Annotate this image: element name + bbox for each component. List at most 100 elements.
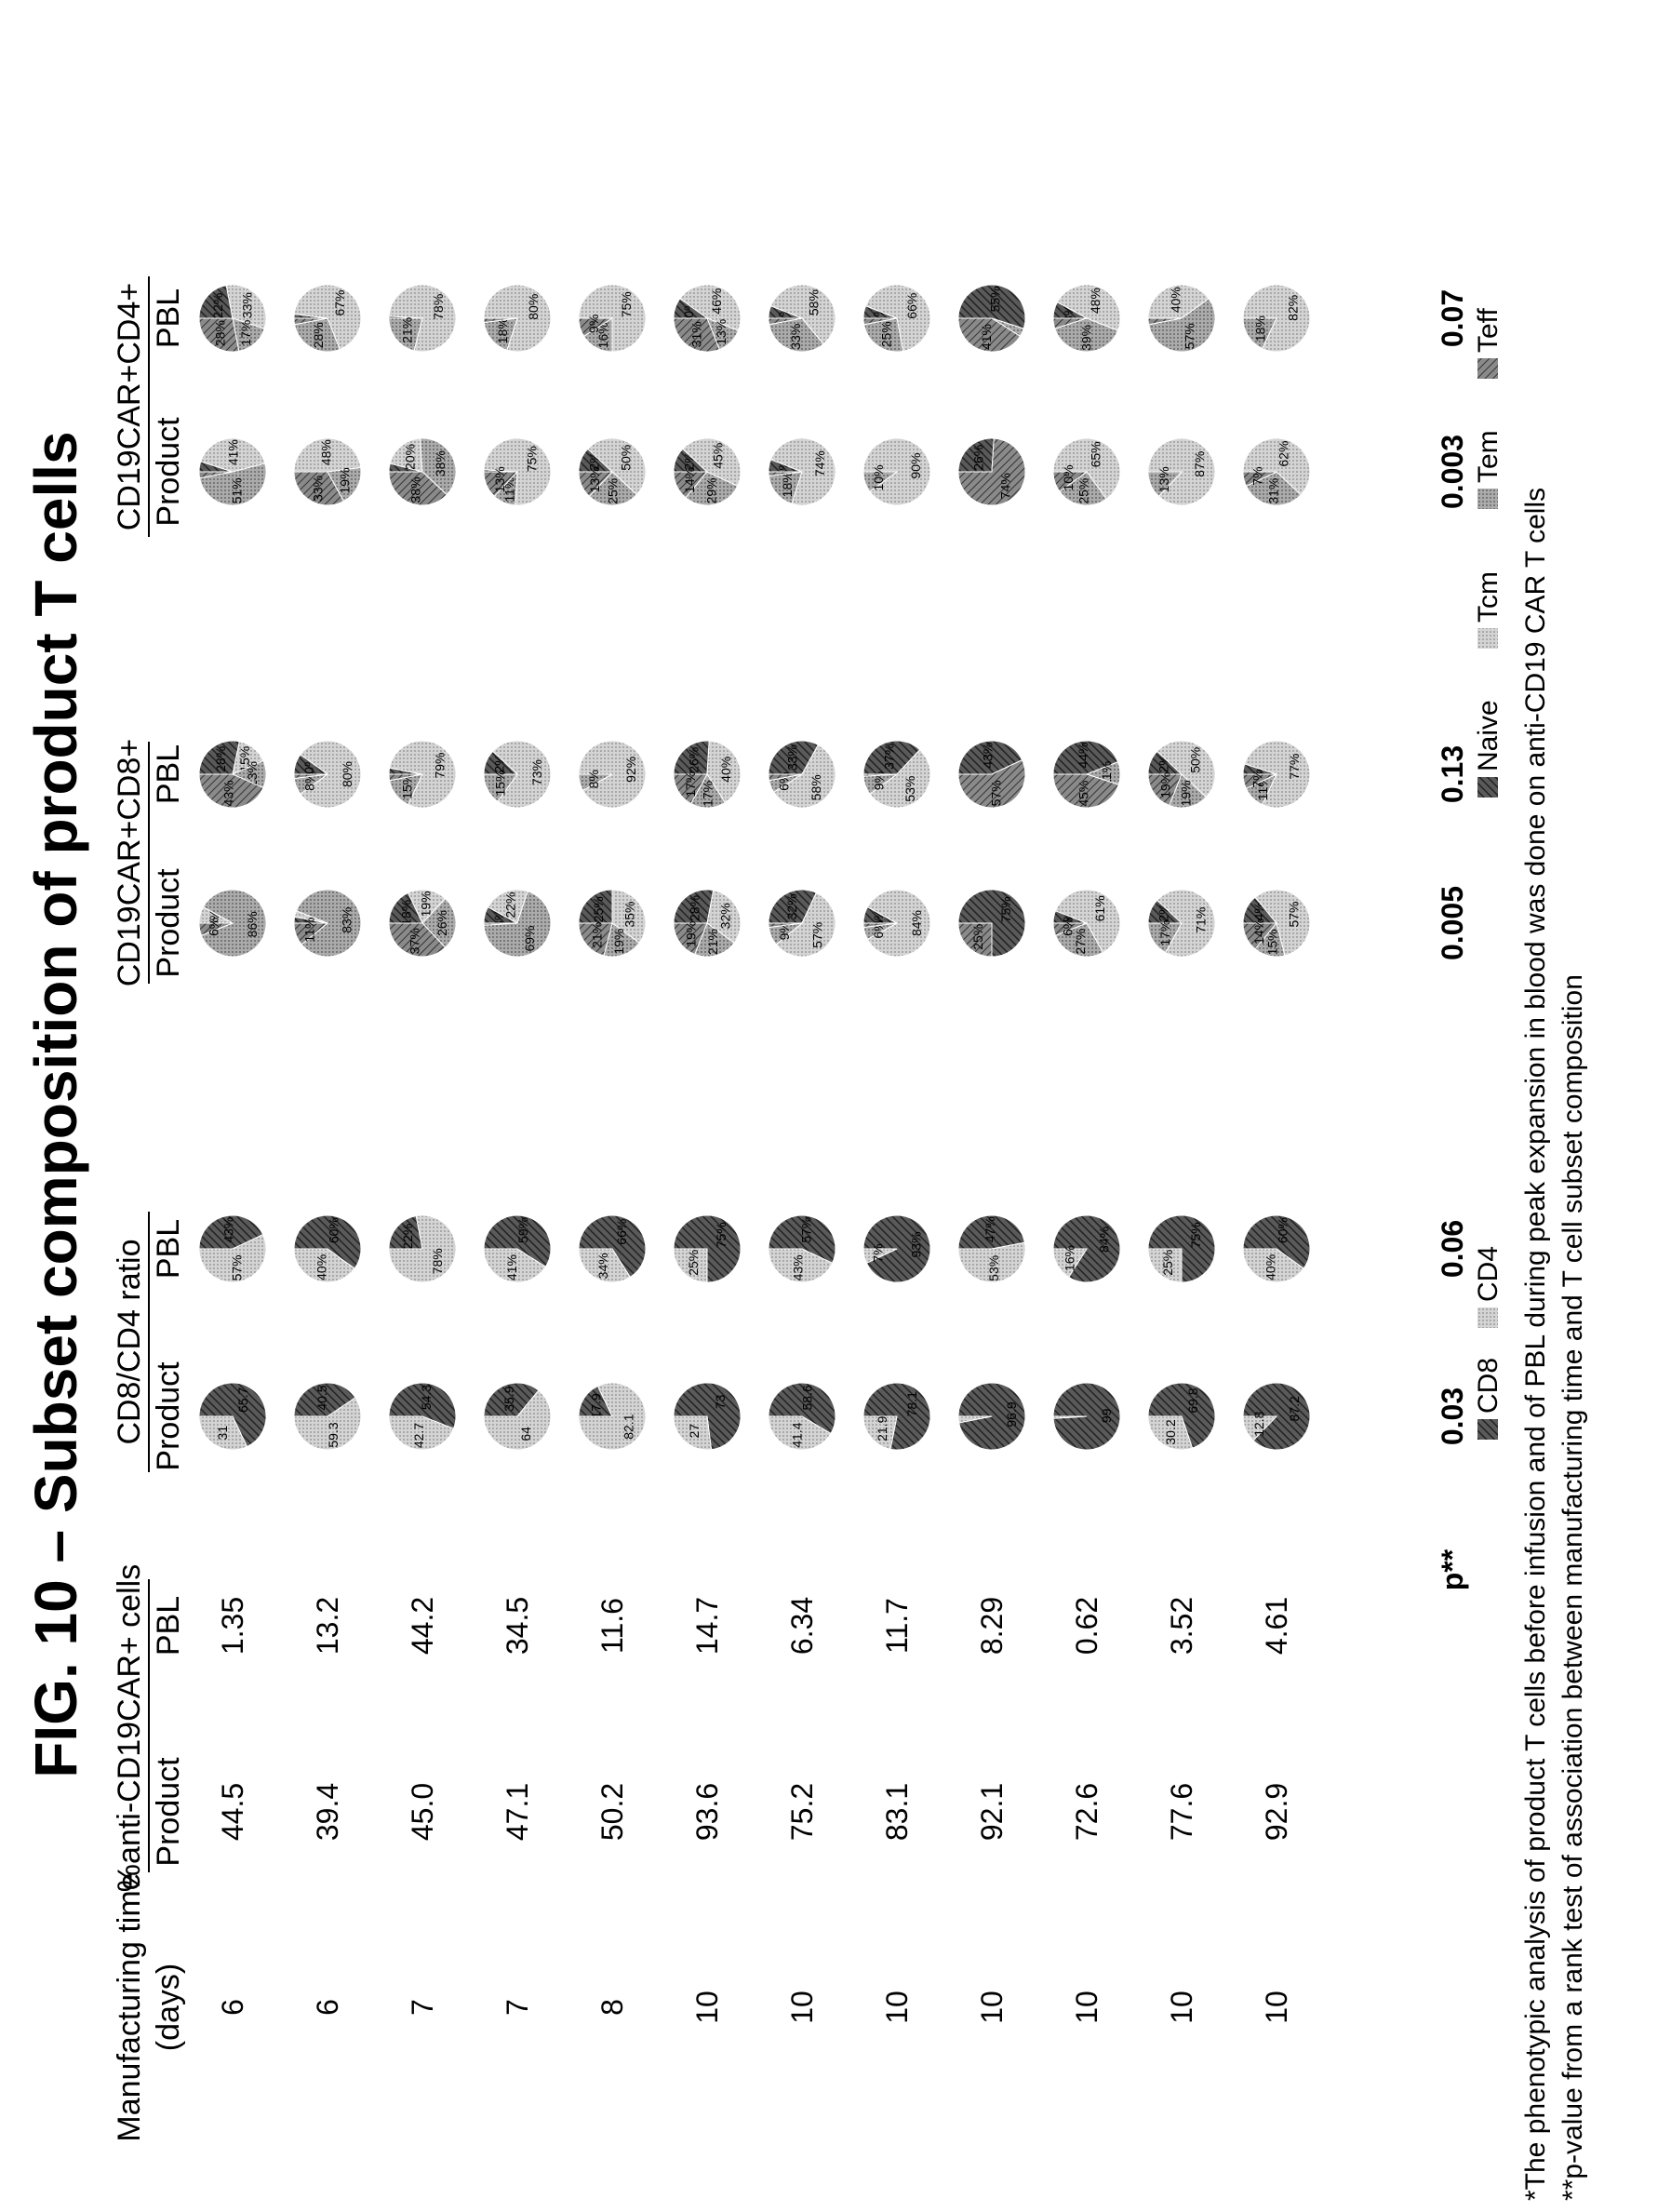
pie-slice-naive: [957, 284, 1026, 329]
pie-slice-cd4: [198, 1234, 267, 1283]
cell-product-pct: 72.6: [1070, 1783, 1103, 1841]
pie-label-naive: 33%: [784, 744, 799, 771]
pie-label-cd4: 16%: [1063, 1245, 1077, 1271]
pie-slice-teff: [293, 471, 345, 506]
pie-slice-cd4: [862, 1248, 898, 1264]
pie-ratio-pbl: 84% 16%: [1052, 1214, 1121, 1283]
header-pct-pbl: PBL: [151, 1596, 186, 1656]
footnote-1: *The phenotypic analysis of product T ce…: [1520, 488, 1551, 2201]
legend-ratio: CD8 CD4: [1473, 1246, 1504, 1440]
pie-cd8-product: 8%22%69%: [483, 889, 552, 958]
pie-label-cd4: 25%: [686, 1250, 701, 1276]
pie-label-tem: 27%: [1073, 929, 1088, 955]
pie-label-teff: 9%: [586, 315, 601, 333]
cell-pbl-pct: 11.6: [595, 1598, 629, 1654]
cell-pbl-pct: 4.61: [1260, 1597, 1293, 1655]
pie-slice-tcm: [679, 284, 742, 331]
pie-slice-cd4: [1147, 1248, 1183, 1283]
pie-label-teff: 38%: [408, 476, 422, 503]
pie-slice-tcm: [866, 889, 931, 958]
pie-slice-teff: [673, 471, 709, 499]
pie-label-cd8: 93%: [908, 1231, 923, 1257]
pie-slice-naive: [957, 889, 1026, 958]
pie-label-tem: 17%: [701, 781, 715, 807]
pie-slice-cd4: [1147, 1415, 1194, 1451]
pie-slice-teff: [1147, 317, 1183, 326]
pie-cd4-product: 20% 38% 38%: [388, 437, 457, 506]
pie-label-cd8: 84%: [1096, 1227, 1111, 1253]
pie-label-teff: 43%: [221, 780, 236, 806]
pie-ratio-product: 54.3 42.7: [388, 1382, 457, 1451]
pie-cd8-product: 32%57%9%: [768, 889, 836, 958]
pie-label-cd8: 87.2: [1287, 1396, 1302, 1421]
pie-cd4-pbl: 78% 21%: [388, 284, 457, 353]
pie-label-tem: 15%: [400, 773, 415, 799]
header-ratio-pbl: PBL: [151, 1219, 186, 1279]
pie-label-naive: 37%: [882, 744, 897, 770]
header-cd8-group: CD19CAR+CD8+: [112, 739, 147, 986]
pie-label-cd4: 53%: [986, 1255, 1001, 1281]
pie-slice-naive: [578, 889, 613, 924]
pie-label-tcm: 75%: [525, 446, 540, 472]
cell-pbl-pct: 11.7: [880, 1598, 914, 1654]
legend-subsets: Naive Tcm Tem Teff: [1473, 308, 1504, 798]
pie-slice-tem: [685, 471, 739, 506]
pie-label-tcm: 92%: [623, 757, 638, 783]
pie-label-tcm: 84%: [909, 910, 924, 936]
cell-pbl-pct: 1.35: [216, 1597, 249, 1655]
pie-ratio-pbl: 66% 34%: [578, 1214, 647, 1283]
pie-label-teff: 28%: [213, 320, 228, 346]
table-row: 8 50.2 11.6 17.9 82.1 66% 34% 25% 35%19% 21% 92% 8%…: [578, 284, 647, 2016]
pie-label-tcm: 66%: [904, 293, 919, 319]
pie-slice-cd4: [483, 1389, 552, 1451]
pie-slice-tem: [588, 471, 637, 506]
pie-label-cd4: 25%: [1160, 1250, 1175, 1276]
cell-mfg-days: 8: [595, 1999, 629, 2016]
pie-slice-cd4: [1242, 1248, 1304, 1283]
header-pct-group: %anti-CD19CAR+ cells: [112, 1564, 147, 1892]
pie-label-cd4: 82.1: [622, 1414, 636, 1439]
pie-slice-tem: [483, 317, 518, 351]
pie-label-tem: 39%: [1078, 325, 1093, 351]
pie-label-tcm: 82%: [1286, 295, 1301, 321]
pie-cd4-product: 41%51%: [198, 437, 267, 506]
pie-label-tcm: 90%: [908, 453, 923, 479]
pie-slice-teff: [673, 773, 708, 805]
pie-label-tcm: 20%: [403, 444, 418, 470]
pie-cd4-pbl: 80% 18%: [483, 284, 552, 353]
cell-mfg-days: 6: [216, 1999, 249, 2016]
pie-label-teff: 25%: [970, 924, 985, 950]
pie-label-cd8: 73: [713, 1394, 728, 1409]
pie-cd4-pbl: 8% 48%39%: [1052, 284, 1121, 353]
pie-ratio-product: 65.7 31: [198, 1382, 267, 1451]
pie-label-tcm: 61%: [1092, 895, 1107, 921]
legend-teff-swatch: [1477, 358, 1498, 379]
pie-slice-naive: [862, 740, 921, 775]
pie-label-cd4: 41%: [504, 1254, 519, 1280]
pie-label-tcm: 40%: [1169, 287, 1183, 313]
legend-naive-swatch: [1477, 777, 1498, 798]
pie-label-teff: 13%: [587, 466, 602, 492]
pie-label-cd8: 58.6: [800, 1385, 815, 1410]
pie-label-cd8: 75%: [1188, 1222, 1203, 1248]
pie-label-tem: 8%: [586, 770, 601, 788]
pie-cd4-product: 62% 31%7%: [1242, 437, 1311, 506]
table-row: 7 45.0 44.2 54.3 42.7 22% 78% 18% 19%26% 37% 79% 15…: [388, 284, 457, 2016]
cell-product-pct: 39.4: [311, 1783, 344, 1841]
pie-slice-teff: [768, 773, 803, 782]
legend-tem-swatch: [1477, 489, 1498, 509]
pie-label-naive: 18%: [398, 900, 413, 926]
cell-mfg-days: 10: [975, 1991, 1009, 2024]
pie-label-tem: 17%: [238, 320, 253, 346]
pie-slice-tem: [769, 317, 824, 353]
pie-slice-tcm: [1054, 889, 1121, 954]
cell-mfg-days: 6: [311, 1999, 344, 2016]
table-row: 1075.26.3458.641.457%43%32%57%9%33%58%6%…: [768, 284, 836, 2024]
pie-label-tcm: 22%: [502, 892, 517, 918]
pie-slice-cd4: [293, 1248, 355, 1283]
pie-slice-cd8: [1147, 1382, 1216, 1449]
pie-slice-teff: [957, 922, 993, 958]
header-ratio-group: CD8/CD4 ratio: [112, 1239, 147, 1444]
